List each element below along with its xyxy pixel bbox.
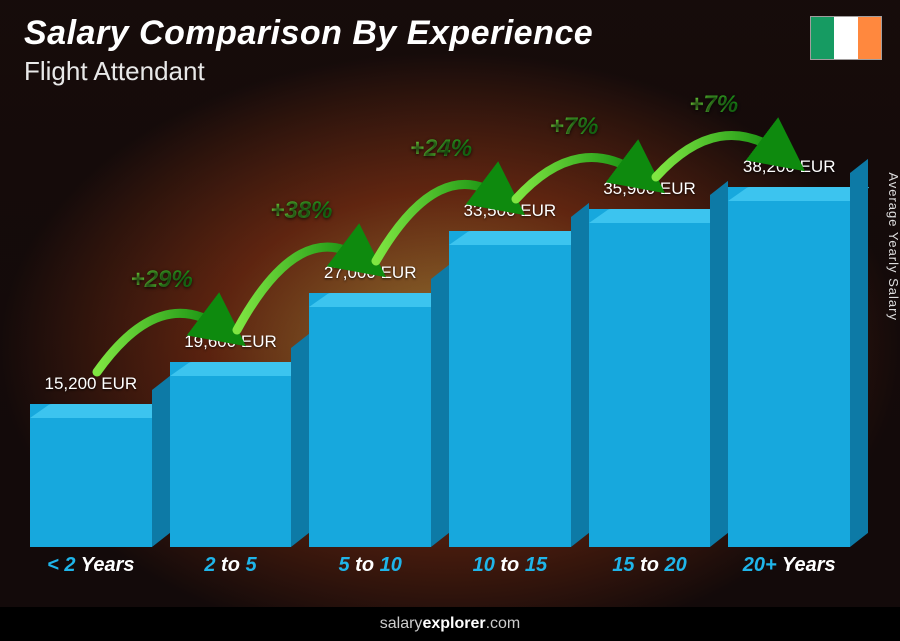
flag-stripe-white <box>834 17 857 59</box>
flag-stripe-green <box>811 17 834 59</box>
growth-pct-label: +7% <box>550 113 599 141</box>
growth-pct-label: +29% <box>131 266 193 294</box>
bar-side-face <box>431 265 449 547</box>
bar-front-face <box>30 404 152 547</box>
growth-pct-label: +38% <box>270 197 332 225</box>
bar-side-face <box>571 203 589 547</box>
bar-front-face <box>728 187 850 547</box>
bar-shape <box>589 209 711 547</box>
footer-text-suffix: .com <box>486 615 521 632</box>
growth-pct-label: +7% <box>689 91 738 119</box>
bar-side-face <box>291 334 309 547</box>
flag-stripe-orange <box>858 17 881 59</box>
bar-category-label: 20+ Years <box>704 554 874 577</box>
footer-credit: salaryexplorer.com <box>0 607 900 641</box>
y-axis-label: Average Yearly Salary <box>887 172 900 321</box>
bar-front-face <box>589 209 711 547</box>
bar-side-face <box>850 159 868 547</box>
bar-shape <box>30 404 152 547</box>
bar-top-face <box>30 404 172 418</box>
footer-text-bold: explorer <box>422 615 485 632</box>
bar-shape <box>728 187 850 547</box>
bar-4: 35,900 EUR15 to 20 <box>589 179 711 547</box>
country-flag-ireland <box>810 16 882 60</box>
infographic-stage: Salary Comparison By Experience Flight A… <box>0 0 900 641</box>
growth-pct-label: +24% <box>410 135 472 163</box>
chart-subtitle: Flight Attendant <box>24 56 205 87</box>
bar-chart: 15,200 EUR< 2 Years19,600 EUR2 to 527,00… <box>20 100 860 577</box>
bar-5: 38,200 EUR20+ Years <box>728 157 850 547</box>
bar-side-face <box>710 181 728 547</box>
chart-title: Salary Comparison By Experience <box>24 14 593 53</box>
footer-text-prefix: salary <box>380 615 423 632</box>
